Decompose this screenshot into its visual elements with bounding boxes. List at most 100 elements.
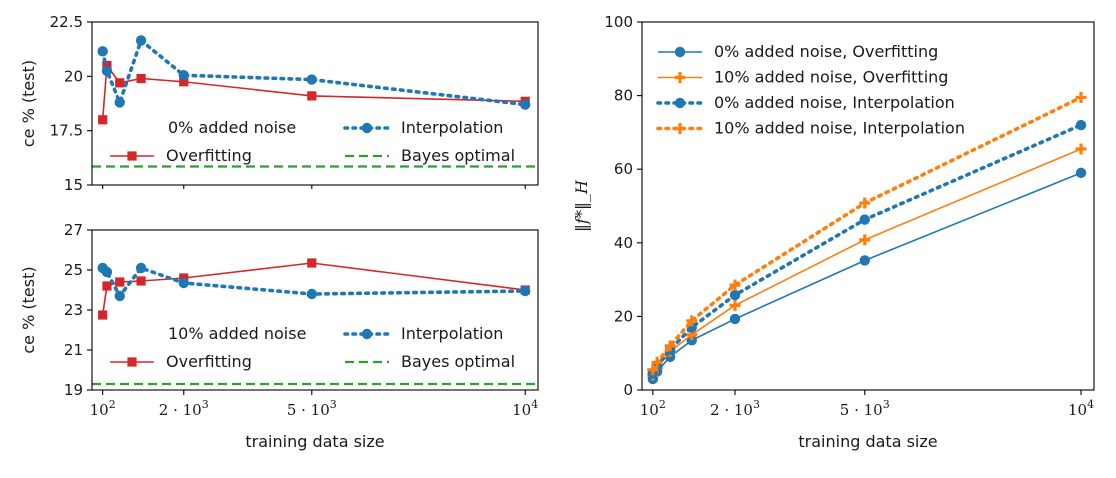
legend-marker xyxy=(674,46,686,58)
data-point xyxy=(136,73,146,84)
y-tick-label: 25 xyxy=(64,261,83,279)
legend-marker xyxy=(127,357,137,367)
data-point xyxy=(136,276,146,286)
legend-marker xyxy=(361,122,373,134)
data-point xyxy=(101,65,113,77)
data-point xyxy=(101,266,113,278)
data-point xyxy=(1075,91,1087,103)
data-point xyxy=(729,299,741,311)
y-tick-label: 100 xyxy=(604,13,633,31)
data-point xyxy=(97,46,108,57)
y-tick-label: 0 xyxy=(623,381,633,399)
x-tick-label: 2 · 103 xyxy=(159,398,209,419)
y-tick-label: 20 xyxy=(614,307,633,325)
legend: 10% added noise Overfitting Interpolation B… xyxy=(110,324,515,371)
data-point xyxy=(859,255,870,266)
legend-label: Overfitting xyxy=(166,146,252,165)
data-point xyxy=(115,277,125,287)
legend-label: 0% added noise, Interpolation xyxy=(714,93,955,112)
y-axis-label: ‖f*‖_H xyxy=(572,179,591,232)
x-axis-label: training data size xyxy=(798,432,937,451)
data-point xyxy=(179,77,189,87)
data-point xyxy=(98,115,108,125)
series-line xyxy=(651,123,1083,376)
series-0 xyxy=(98,60,530,125)
legend-label: 10% added noise, Overfitting xyxy=(714,68,948,87)
series-1 xyxy=(97,35,531,110)
data-point xyxy=(135,35,147,46)
y-tick-label: 15 xyxy=(64,176,83,194)
legend: 0% added noise, Overfitting 10% added noi… xyxy=(656,42,965,138)
legend-marker xyxy=(674,123,686,134)
data-point xyxy=(729,279,741,291)
data-point xyxy=(306,288,317,300)
series-line xyxy=(651,95,1083,372)
data-point xyxy=(859,234,871,246)
data-point xyxy=(729,313,741,325)
y-tick-label: 19 xyxy=(64,381,83,399)
data-point xyxy=(307,91,317,101)
y-tick-label: 80 xyxy=(614,87,633,105)
y-tick-label: 17.5 xyxy=(50,122,83,140)
y-axis-label: ce % (test) xyxy=(19,266,38,353)
series-0 xyxy=(98,258,530,320)
data-point xyxy=(729,289,741,301)
x-tick-label: 2 · 103 xyxy=(710,398,760,419)
x-tick-label: 104 xyxy=(512,398,538,419)
y-tick-label: 60 xyxy=(614,160,633,178)
legend-label: Overfitting xyxy=(166,352,252,371)
data-point xyxy=(306,74,317,85)
data-point xyxy=(664,340,676,352)
data-point xyxy=(859,197,871,209)
x-tick-label: 104 xyxy=(1068,398,1094,419)
legend-label: Bayes optimal xyxy=(401,352,515,371)
x-tick-label: 102 xyxy=(90,398,116,419)
y-axis-label: ce % (test) xyxy=(19,60,38,147)
y-tick-label: 27 xyxy=(64,221,83,239)
series-3 xyxy=(647,91,1087,376)
y-tick-label: 22.5 xyxy=(50,13,83,31)
series-line xyxy=(101,262,526,316)
y-tick-label: 20 xyxy=(64,67,83,85)
data-point xyxy=(651,356,663,368)
x-axis-label: training data size xyxy=(245,432,384,451)
legend-title: 0% added noise xyxy=(168,118,296,137)
data-point xyxy=(178,277,189,289)
data-point xyxy=(1075,167,1087,179)
series-2 xyxy=(647,119,1087,379)
legend-marker xyxy=(361,328,373,340)
data-point xyxy=(307,258,317,268)
plot-frame xyxy=(641,21,1095,391)
x-tick-label: 102 xyxy=(640,398,666,419)
data-point xyxy=(1075,119,1087,131)
data-point xyxy=(102,281,112,291)
data-point xyxy=(519,99,531,110)
data-point xyxy=(98,310,108,320)
x-tick-label: 5 · 103 xyxy=(287,398,337,419)
data-point xyxy=(135,262,147,274)
legend-label: Interpolation xyxy=(401,118,503,137)
legend: 0% added noise Overfitting Interpolation Ba… xyxy=(110,118,515,165)
legend-label: Interpolation xyxy=(401,324,503,343)
data-point xyxy=(114,97,125,108)
data-point xyxy=(115,78,125,88)
chart-right: 0 20 40 60 80 100 102 2 · 103 5 · 103 104 training… xyxy=(572,13,1095,451)
legend-marker xyxy=(674,72,686,83)
y-tick-label: 21 xyxy=(64,341,83,359)
y-tick-label: 40 xyxy=(614,234,633,252)
legend-marker xyxy=(674,97,686,109)
legend-label: 10% added noise, Interpolation xyxy=(714,119,965,138)
series-1 xyxy=(97,262,531,302)
data-point xyxy=(1075,143,1087,155)
chart-bottom-left: 19 21 23 25 27 102 2 · 103 5 · 103 104 training d… xyxy=(19,221,539,451)
plot-frame xyxy=(91,21,539,186)
chart-top-left: 15 17.5 20 22.5 ce % (test) 0% added noise Ove… xyxy=(19,13,539,194)
data-point xyxy=(686,315,698,327)
legend-label: Bayes optimal xyxy=(401,146,515,165)
data-point xyxy=(178,70,189,81)
y-tick-label: 23 xyxy=(64,301,83,319)
data-point xyxy=(114,290,125,302)
data-point xyxy=(859,214,870,225)
data-point xyxy=(519,285,531,297)
